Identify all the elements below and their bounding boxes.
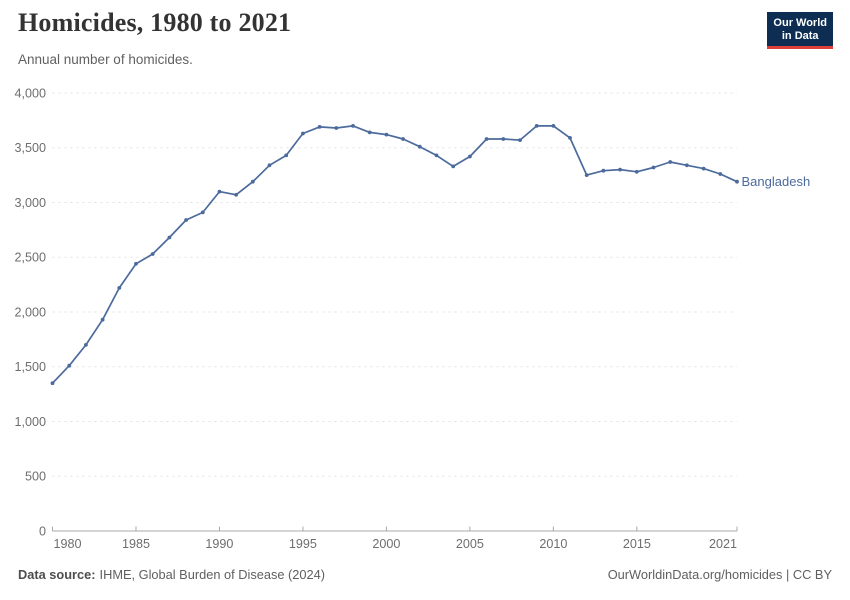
data-point[interactable]	[451, 164, 456, 169]
data-point[interactable]	[317, 125, 322, 129]
data-source-text: IHME, Global Burden of Disease (2024)	[99, 567, 326, 582]
data-point[interactable]	[117, 286, 122, 290]
chart-subtitle: Annual number of homicides.	[18, 52, 193, 67]
data-point[interactable]	[518, 138, 522, 143]
data-point[interactable]	[534, 124, 539, 128]
data-point[interactable]	[685, 163, 689, 168]
data-point[interactable]	[601, 168, 606, 173]
footer-license: OurWorldinData.org/homicides | CC BY	[607, 567, 832, 582]
data-point[interactable]	[134, 261, 138, 266]
y-axis-tick-label: 500	[25, 470, 46, 484]
page-title: Homicides, 1980 to 2021	[18, 8, 292, 37]
data-point[interactable]	[184, 218, 189, 222]
data-point[interactable]	[701, 166, 706, 171]
data-point[interactable]	[568, 136, 572, 140]
x-axis-tick-label: 2021	[709, 537, 737, 551]
data-point[interactable]	[167, 235, 172, 240]
data-source: Data source: IHME, Global Burden of Disea…	[18, 567, 325, 582]
data-point[interactable]	[100, 317, 105, 322]
y-axis-tick-label: 4,000	[14, 86, 46, 100]
data-point[interactable]	[735, 179, 739, 184]
y-axis-tick-label: 0	[39, 524, 46, 538]
data-point[interactable]	[434, 153, 439, 158]
series-label-bangladesh[interactable]: Bangladesh	[742, 174, 811, 189]
data-source-label: Data source:	[18, 567, 96, 582]
data-point[interactable]	[351, 124, 355, 128]
y-axis-tick-label: 1,000	[14, 415, 46, 429]
data-point[interactable]	[651, 165, 656, 170]
data-point[interactable]	[250, 179, 255, 184]
data-point[interactable]	[301, 131, 305, 136]
data-point[interactable]	[718, 172, 723, 176]
x-axis-tick-label: 2000	[372, 537, 400, 551]
x-axis-tick-label: 1980	[54, 537, 82, 551]
data-point[interactable]	[634, 169, 639, 174]
data-point[interactable]	[501, 137, 506, 141]
data-point[interactable]	[384, 132, 389, 137]
data-point[interactable]	[468, 154, 472, 159]
data-point[interactable]	[551, 124, 556, 128]
data-point[interactable]	[618, 167, 622, 172]
x-axis-tick-label: 2015	[623, 537, 651, 551]
y-axis-tick-label: 2,000	[14, 305, 46, 319]
data-point[interactable]	[217, 189, 222, 194]
data-point[interactable]	[334, 126, 339, 130]
x-axis-tick-label: 1990	[205, 537, 233, 551]
data-point[interactable]	[200, 210, 205, 215]
data-point[interactable]	[267, 163, 272, 168]
data-point[interactable]	[367, 130, 372, 135]
data-point[interactable]	[668, 160, 673, 164]
x-axis-tick-label: 2005	[456, 537, 484, 551]
y-axis-tick-label: 3,000	[14, 196, 46, 210]
owid-logo[interactable]: Our World in Data	[767, 12, 833, 49]
data-point[interactable]	[484, 137, 489, 141]
data-point[interactable]	[150, 252, 155, 256]
data-point[interactable]	[284, 153, 289, 158]
bangladesh-line[interactable]	[51, 125, 738, 385]
data-point[interactable]	[84, 343, 88, 347]
data-point[interactable]	[584, 173, 589, 178]
y-axis-tick-label: 3,500	[14, 141, 46, 155]
y-axis-tick-label: 2,500	[14, 251, 46, 265]
chart-footer: Data source: IHME, Global Burden of Disea…	[18, 567, 832, 582]
x-axis-tick-label: 1985	[122, 537, 150, 551]
data-point[interactable]	[50, 381, 55, 386]
owid-logo-line2: in Data	[781, 30, 819, 42]
homicides-line-chart: 0 500 1,000 1,500 2,000 2,500 3,000 3,500 4,000 1…	[14, 86, 811, 551]
data-point[interactable]	[417, 144, 422, 149]
y-axis-tick-label: 1,500	[14, 360, 46, 374]
data-point[interactable]	[67, 363, 72, 368]
x-axis-tick-label: 2010	[539, 537, 567, 551]
owid-logo-line1: Our World	[773, 17, 827, 29]
data-point[interactable]	[234, 192, 239, 197]
x-axis-tick-label: 1995	[289, 537, 317, 551]
data-point[interactable]	[401, 137, 405, 141]
